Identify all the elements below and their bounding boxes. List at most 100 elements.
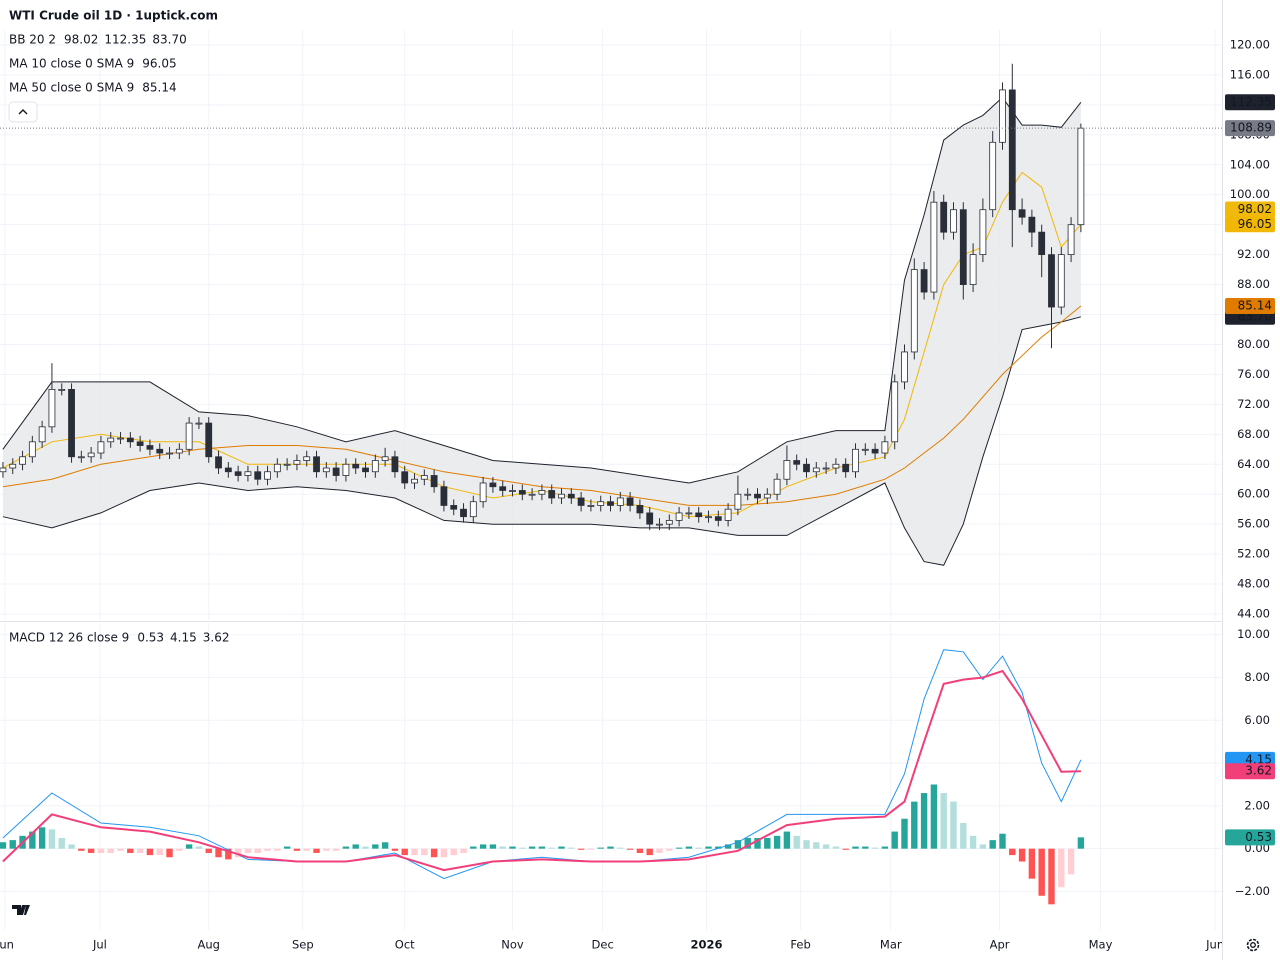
histogram-bar: [568, 847, 575, 849]
candle-body: [754, 493, 761, 499]
histogram-bar: [950, 801, 957, 849]
histogram-bar: [832, 846, 840, 849]
price-badge-label: 3.62: [1245, 764, 1272, 778]
candle-body: [117, 437, 124, 440]
legend-value: 85.14: [142, 81, 176, 95]
candle-body: [205, 422, 213, 458]
candle-body: [38, 426, 46, 443]
macd-pane: [0, 649, 1085, 905]
x-tick-label: Nov: [501, 938, 524, 952]
histogram-bar: [607, 846, 614, 849]
legend-value: 3.62: [203, 631, 230, 645]
histogram-bar: [58, 837, 65, 849]
candle-body: [783, 460, 791, 480]
price-badge: [1225, 120, 1275, 137]
histogram-bar: [764, 837, 771, 849]
histogram-bar: [813, 842, 820, 849]
candle-body: [567, 493, 575, 499]
histogram-bar: [1018, 848, 1026, 862]
histogram-bar: [254, 848, 261, 853]
candle-body: [234, 471, 242, 476]
histogram-bar: [9, 840, 16, 849]
candle-body: [950, 209, 957, 233]
histogram-bar: [1058, 848, 1065, 888]
candle-body: [352, 463, 360, 469]
y-tick-label: 52.00: [1237, 547, 1270, 561]
candle-body: [881, 441, 889, 454]
candle-body: [812, 467, 820, 473]
candle-body: [999, 89, 1006, 143]
histogram-bar: [852, 846, 859, 849]
candle-body: [1057, 254, 1065, 308]
legend-value: 112.35: [104, 33, 146, 47]
histogram-bar: [78, 848, 85, 851]
settings-button[interactable]: [1246, 938, 1260, 952]
histogram-bar: [754, 837, 761, 849]
histogram-bar: [87, 848, 95, 853]
candle-body: [832, 463, 840, 469]
price-badge-label: 0.53: [1245, 830, 1272, 844]
histogram-bar: [440, 848, 448, 858]
candle-body: [763, 493, 771, 499]
legend-label: BB 20 2: [9, 33, 56, 47]
candle-body: [773, 478, 781, 495]
price-badge: [1225, 829, 1275, 846]
histogram-bar: [969, 835, 977, 849]
histogram-bar: [264, 848, 271, 851]
histogram-bar: [528, 846, 536, 849]
histogram-bar: [107, 848, 114, 853]
candle-body: [842, 463, 850, 473]
histogram-bar: [587, 848, 595, 850]
legend-label: MACD 12 26 close 9: [9, 631, 129, 645]
histogram-bar: [685, 846, 693, 849]
histogram-bar: [195, 846, 203, 849]
price-badge-label: 112.35: [1230, 95, 1272, 109]
candle-body: [313, 456, 320, 473]
candle-body: [1018, 209, 1026, 218]
x-tick-label: Aug: [197, 938, 219, 952]
candle-body: [469, 501, 477, 518]
histogram-bar: [185, 844, 193, 849]
price-badge: [1225, 94, 1275, 111]
candle-body: [920, 269, 928, 293]
x-axis: Jun Jul Aug Sep Oct Nov Dec 2026 Feb Mar Apr May Jun: [0, 938, 1222, 952]
histogram-bar: [989, 840, 996, 849]
histogram-bar: [636, 848, 644, 853]
y-tick-label: 60.00: [1237, 487, 1270, 501]
histogram-bar: [960, 823, 967, 849]
logo[interactable]: [12, 905, 30, 915]
candle-body: [322, 467, 330, 473]
x-tick-label: Feb: [790, 938, 810, 952]
histogram-bar: [656, 848, 663, 853]
candle-body: [97, 441, 105, 454]
candle-body: [969, 254, 977, 285]
candle-body: [342, 463, 350, 476]
histogram-bar: [734, 840, 742, 849]
y-tick-label: 68.00: [1237, 427, 1270, 441]
candle-body: [901, 351, 908, 383]
candle-body: [695, 512, 703, 518]
histogram-bar: [421, 848, 428, 856]
histogram-bar: [372, 844, 379, 849]
candle-body: [940, 201, 948, 233]
histogram-bar: [274, 848, 281, 851]
histogram-bar: [1077, 837, 1085, 849]
legend-label: MA 50 close 0 SMA 9: [9, 81, 134, 95]
collapse-button[interactable]: [8, 101, 38, 123]
candle-body: [499, 486, 507, 491]
candle-body: [136, 441, 144, 446]
candle-body: [518, 490, 526, 495]
price-badge-label: 98.02: [1238, 202, 1272, 216]
candle-body: [430, 475, 438, 488]
candle-body: [440, 486, 448, 506]
histogram-bar: [881, 846, 889, 849]
candle-body: [1038, 231, 1046, 256]
y-tick-label: 72.00: [1237, 397, 1270, 411]
x-tick-label: 2026: [691, 938, 723, 952]
histogram-bar: [0, 842, 7, 849]
candle-body: [195, 422, 203, 425]
candle-body: [126, 437, 134, 443]
candle-body: [0, 467, 7, 473]
candle-body: [77, 456, 85, 459]
candle-body: [577, 497, 585, 506]
